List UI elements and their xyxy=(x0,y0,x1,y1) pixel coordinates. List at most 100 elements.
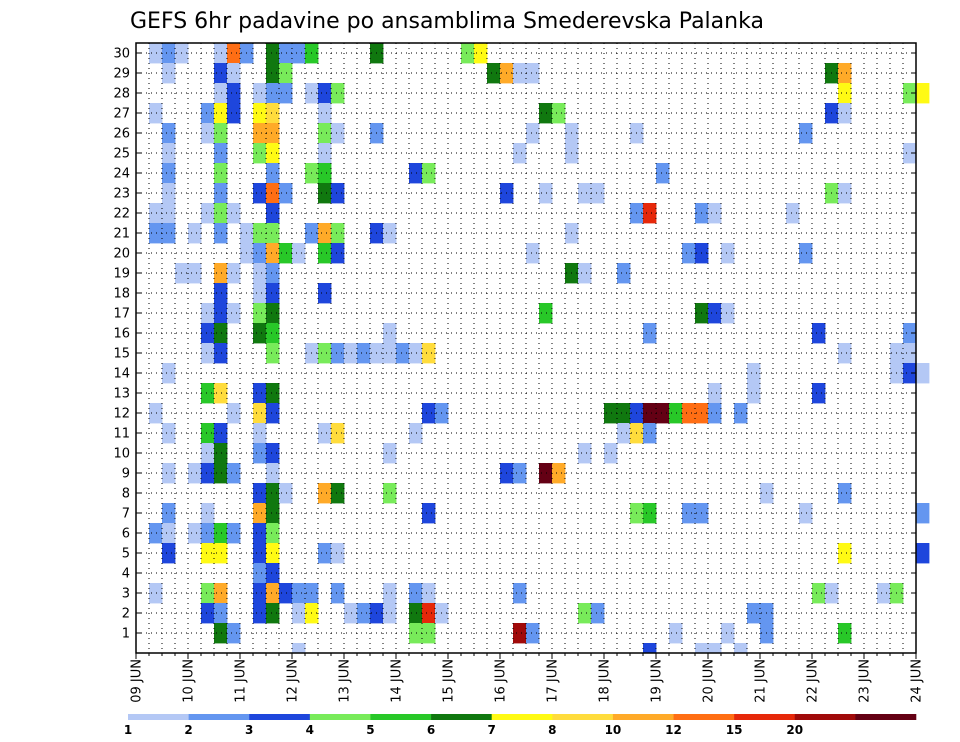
y-tick-label: 9 xyxy=(122,467,130,482)
heatmap-cell xyxy=(318,343,332,364)
y-tick-label: 2 xyxy=(122,607,130,622)
heatmap-cell xyxy=(734,643,748,654)
legend-swatch xyxy=(249,714,311,720)
heatmap-cell xyxy=(331,423,345,444)
heatmap-cell xyxy=(643,323,657,344)
heatmap-cell xyxy=(253,583,267,604)
heatmap-cell xyxy=(266,463,280,484)
heatmap-cell xyxy=(903,343,917,364)
heatmap-cell xyxy=(799,123,813,144)
heatmap-cell xyxy=(266,143,280,164)
heatmap-cell xyxy=(214,543,228,564)
heatmap-cell xyxy=(422,503,436,524)
heatmap-cell xyxy=(838,483,852,504)
heatmap-cell xyxy=(799,243,813,264)
heatmap-cell xyxy=(812,323,826,344)
x-tick-label: 15 JUN xyxy=(442,659,457,703)
x-tick-label: 19 JUN xyxy=(650,659,665,703)
heatmap-cell xyxy=(682,243,696,264)
y-tick-label: 29 xyxy=(113,67,130,82)
heatmap-cell xyxy=(253,523,267,544)
heatmap-cell xyxy=(253,303,267,324)
heatmap-cell xyxy=(318,283,332,304)
heatmap-cell xyxy=(318,183,332,204)
heatmap-cell xyxy=(266,523,280,544)
legend-label: 4 xyxy=(306,723,314,737)
heatmap-cell xyxy=(383,223,397,244)
heatmap-cell xyxy=(331,83,345,104)
heatmap-cell xyxy=(214,83,228,104)
y-tick-label: 20 xyxy=(113,247,130,262)
heatmap-cell xyxy=(318,423,332,444)
heatmap-cell xyxy=(266,123,280,144)
heatmap-cell xyxy=(734,403,748,424)
heatmap-cell xyxy=(162,523,176,544)
legend-swatch xyxy=(370,714,432,720)
heatmap-cell xyxy=(747,603,761,624)
heatmap-cell xyxy=(409,423,423,444)
heatmap-cell xyxy=(201,603,215,624)
heatmap-cell xyxy=(279,243,293,264)
heatmap-cell xyxy=(201,123,215,144)
heatmap-cell xyxy=(682,503,696,524)
heatmap-cell xyxy=(318,543,332,564)
heatmap-cell xyxy=(201,103,215,124)
y-tick-label: 16 xyxy=(113,327,130,342)
heatmap-cell xyxy=(747,383,761,404)
heatmap-cell xyxy=(331,123,345,144)
y-tick-label: 4 xyxy=(122,567,130,582)
heatmap-cell xyxy=(162,203,176,224)
y-tick-label: 22 xyxy=(113,207,130,222)
heatmap-cell xyxy=(149,43,163,64)
y-tick-label: 7 xyxy=(122,507,130,522)
x-tick-label: 09 JUN xyxy=(130,659,145,703)
heatmap-cell xyxy=(318,143,332,164)
heatmap-cell xyxy=(266,603,280,624)
heatmap-cell xyxy=(266,43,280,64)
heatmap-cell xyxy=(214,603,228,624)
x-tick-label: 20 JUN xyxy=(702,659,717,703)
x-tick-label: 12 JUN xyxy=(286,659,301,703)
heatmap-cell xyxy=(266,503,280,524)
heatmap-cell xyxy=(214,263,228,284)
heatmap-cell xyxy=(721,623,735,644)
heatmap-cell xyxy=(812,383,826,404)
heatmap-cell xyxy=(292,243,306,264)
y-tick-label: 11 xyxy=(113,427,130,442)
chart-title: GEFS 6hr padavine po ansamblima Smederev… xyxy=(130,9,764,34)
heatmap-cell xyxy=(331,343,345,364)
heatmap-cell xyxy=(747,363,761,384)
heatmap-cell xyxy=(149,103,163,124)
heatmap-cell xyxy=(149,223,163,244)
heatmap-cell xyxy=(266,163,280,184)
legend-swatch xyxy=(855,714,917,720)
heatmap-cell xyxy=(422,603,436,624)
heatmap-cell xyxy=(279,83,293,104)
heatmap-cell xyxy=(318,103,332,124)
heatmap-cell xyxy=(526,123,540,144)
heatmap-cell xyxy=(318,223,332,244)
heatmap-cell xyxy=(214,343,228,364)
heatmap-cell xyxy=(253,483,267,504)
heatmap-cell xyxy=(266,563,280,584)
legend-label: 10 xyxy=(605,723,622,737)
heatmap-cell xyxy=(253,223,267,244)
heatmap-cell xyxy=(266,443,280,464)
y-tick-label: 12 xyxy=(113,407,130,422)
x-tick-label: 22 JUN xyxy=(806,659,821,703)
heatmap-cell xyxy=(695,643,709,654)
heatmap-cell xyxy=(266,383,280,404)
heatmap-cell xyxy=(422,403,436,424)
x-axis-ticks: 09 JUN 10 JUN 11 JUN 12 JUN 13 JUN 14 JUN 15 J… xyxy=(130,653,925,703)
legend-label: 7 xyxy=(488,723,496,737)
y-tick-label: 17 xyxy=(113,307,130,322)
heatmap-cell xyxy=(201,523,215,544)
heatmap-cell xyxy=(838,623,852,644)
heatmap-cell xyxy=(903,83,917,104)
heatmap-cell xyxy=(266,583,280,604)
heatmap-cell xyxy=(422,163,436,184)
legend-swatch xyxy=(128,714,189,720)
heatmap-cell xyxy=(578,443,592,464)
heatmap-cell xyxy=(253,423,267,444)
